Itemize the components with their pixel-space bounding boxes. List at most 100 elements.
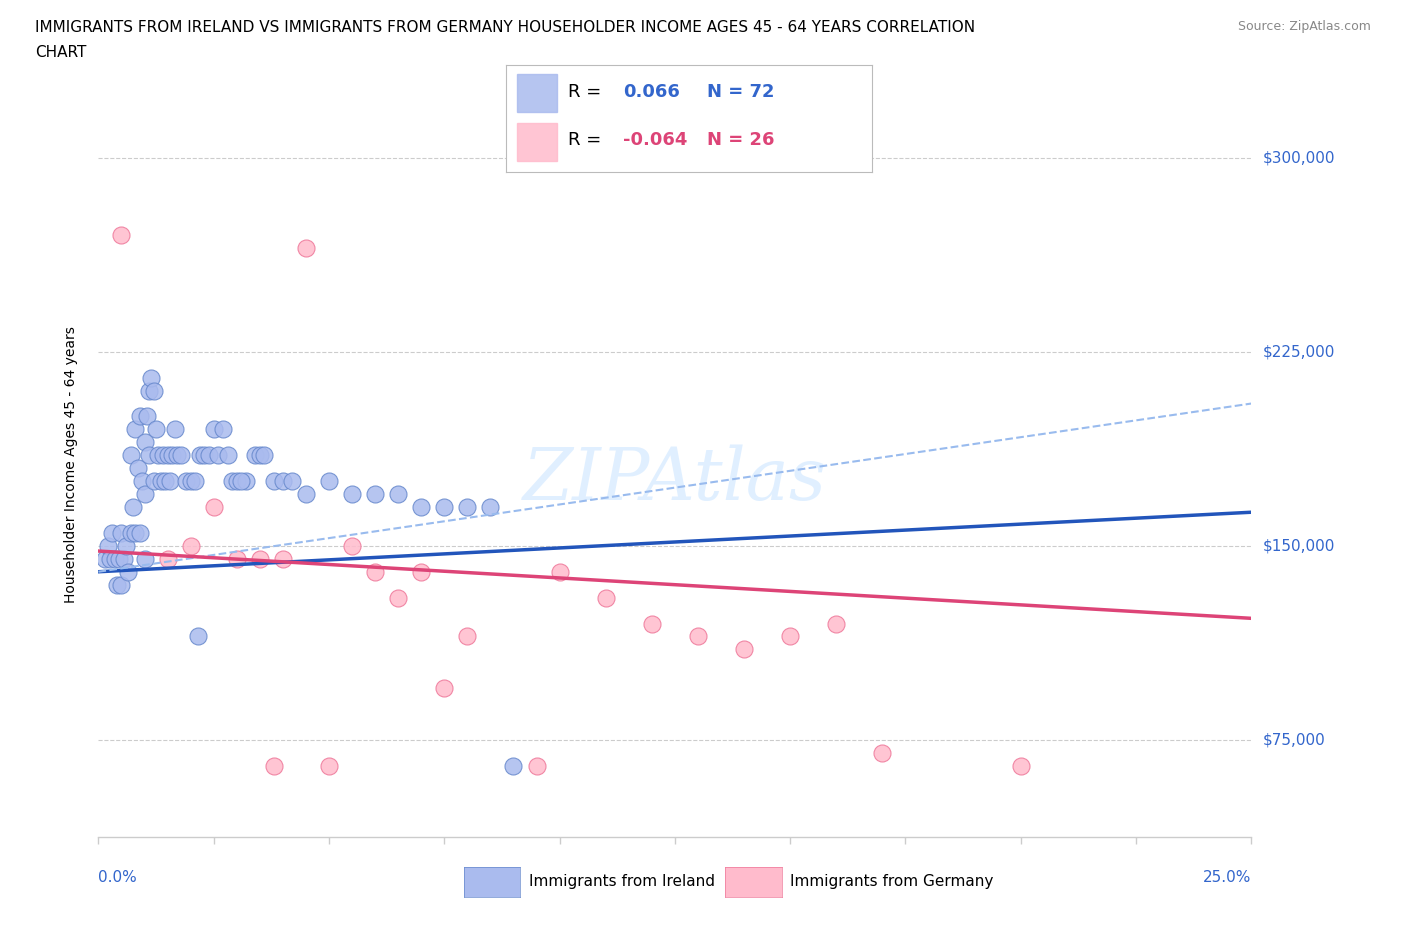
- Point: [135, 409, 157, 424]
- Point: [170, 448, 193, 463]
- Point: [686, 629, 709, 644]
- Point: [364, 565, 387, 579]
- Text: -0.064: -0.064: [623, 131, 688, 150]
- Point: [733, 642, 755, 657]
- Point: [120, 448, 142, 463]
- Point: [212, 422, 235, 437]
- Point: [231, 473, 253, 488]
- Point: [108, 551, 131, 566]
- Point: [129, 409, 152, 424]
- Point: [166, 448, 188, 463]
- Text: N = 26: N = 26: [707, 131, 775, 150]
- Point: [387, 486, 409, 501]
- Point: [187, 629, 209, 644]
- Point: [340, 538, 363, 553]
- Point: [387, 591, 409, 605]
- Text: $225,000: $225,000: [1263, 344, 1334, 359]
- Point: [411, 499, 433, 514]
- Point: [364, 486, 387, 501]
- Point: [263, 473, 285, 488]
- Point: [193, 448, 215, 463]
- Bar: [517, 123, 557, 162]
- Point: [138, 383, 160, 398]
- Point: [112, 551, 135, 566]
- Text: IMMIGRANTS FROM IRELAND VS IMMIGRANTS FROM GERMANY HOUSEHOLDER INCOME AGES 45 - : IMMIGRANTS FROM IRELAND VS IMMIGRANTS FR…: [35, 20, 976, 35]
- Point: [202, 499, 225, 514]
- Point: [188, 448, 211, 463]
- Text: 0.066: 0.066: [623, 84, 681, 101]
- Text: $300,000: $300,000: [1263, 151, 1334, 166]
- Point: [207, 448, 229, 463]
- Text: R =: R =: [568, 131, 607, 150]
- Point: [295, 241, 318, 256]
- Point: [595, 591, 617, 605]
- Point: [134, 551, 156, 566]
- Text: CHART: CHART: [35, 45, 87, 60]
- Point: [97, 538, 120, 553]
- Point: [245, 448, 267, 463]
- Point: [103, 551, 125, 566]
- Text: Source: ZipAtlas.com: Source: ZipAtlas.com: [1237, 20, 1371, 33]
- Text: Immigrants from Ireland: Immigrants from Ireland: [529, 874, 714, 889]
- Text: $75,000: $75,000: [1263, 733, 1326, 748]
- Point: [479, 499, 502, 514]
- Point: [641, 616, 664, 631]
- Point: [249, 551, 271, 566]
- Point: [174, 473, 197, 488]
- Point: [110, 228, 132, 243]
- Point: [198, 448, 221, 463]
- Point: [127, 460, 149, 475]
- Point: [94, 551, 117, 566]
- Point: [134, 486, 156, 501]
- Point: [134, 435, 156, 450]
- Point: [340, 486, 363, 501]
- Point: [149, 473, 172, 488]
- Point: [253, 448, 276, 463]
- Point: [98, 551, 121, 566]
- Point: [110, 525, 132, 540]
- Point: [148, 448, 170, 463]
- Point: [456, 499, 478, 514]
- Point: [202, 422, 225, 437]
- Point: [124, 422, 146, 437]
- Point: [318, 758, 340, 773]
- Text: 0.0%: 0.0%: [98, 870, 138, 885]
- Text: 25.0%: 25.0%: [1204, 870, 1251, 885]
- Point: [271, 473, 294, 488]
- Y-axis label: Householder Income Ages 45 - 64 years: Householder Income Ages 45 - 64 years: [63, 326, 77, 604]
- Point: [225, 473, 247, 488]
- Point: [142, 473, 165, 488]
- Bar: [517, 73, 557, 113]
- Text: ZIPAtlas: ZIPAtlas: [523, 445, 827, 515]
- Point: [1010, 758, 1032, 773]
- Point: [779, 629, 801, 644]
- Point: [249, 448, 271, 463]
- Point: [180, 473, 202, 488]
- Point: [825, 616, 848, 631]
- Point: [155, 473, 177, 488]
- Point: [152, 448, 174, 463]
- Point: [235, 473, 257, 488]
- Point: [411, 565, 433, 579]
- Point: [145, 422, 167, 437]
- Point: [433, 681, 456, 696]
- Point: [163, 422, 186, 437]
- Point: [122, 499, 145, 514]
- Text: $150,000: $150,000: [1263, 538, 1334, 553]
- Text: Immigrants from Germany: Immigrants from Germany: [790, 874, 994, 889]
- Point: [156, 551, 179, 566]
- Point: [295, 486, 318, 501]
- Point: [141, 370, 163, 385]
- Point: [115, 538, 138, 553]
- Point: [548, 565, 571, 579]
- Point: [263, 758, 285, 773]
- Point: [872, 746, 894, 761]
- Point: [142, 383, 165, 398]
- Point: [124, 525, 146, 540]
- Point: [318, 473, 340, 488]
- Point: [502, 758, 524, 773]
- Point: [271, 551, 294, 566]
- Point: [221, 473, 243, 488]
- Point: [105, 578, 128, 592]
- Point: [159, 473, 181, 488]
